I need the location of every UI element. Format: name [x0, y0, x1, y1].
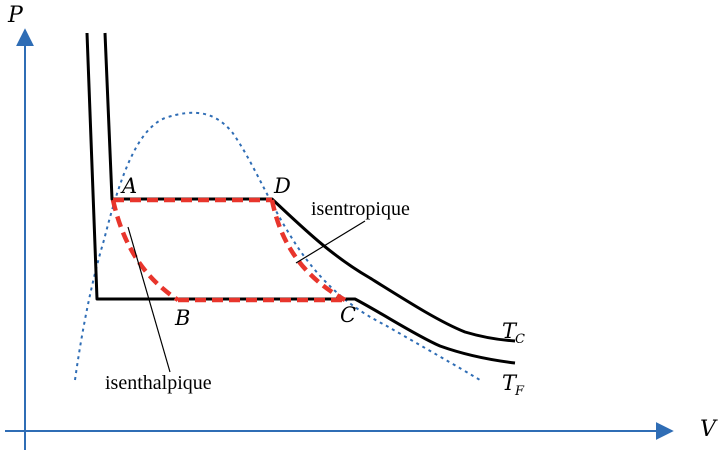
tf-label: T F — [502, 371, 525, 399]
cycle-isenthalpic-ab — [110, 199, 180, 302]
x-axis-label: V — [700, 417, 718, 442]
svg-text:C: C — [515, 332, 525, 347]
point-c-label: C — [340, 303, 356, 327]
isotherm-tc — [103, 32, 516, 343]
y-axis-label: P — [7, 3, 24, 28]
isentropique-leader — [295, 220, 366, 264]
isotherm-tf — [85, 32, 516, 365]
svg-text:T: T — [502, 319, 518, 343]
point-b-label: B — [174, 306, 190, 330]
isenthalpique-label: isenthalpique — [105, 372, 212, 394]
svg-text:F: F — [514, 384, 525, 399]
isentropique-label: isentropique — [311, 198, 410, 220]
cycle-isentropic-dc — [269, 199, 347, 302]
saturation-dome — [74, 111, 481, 381]
isenthalpique-leader — [127, 226, 171, 373]
point-d-label: D — [273, 174, 291, 198]
svg-text:T: T — [502, 371, 518, 395]
point-a-label: A — [120, 174, 137, 198]
tc-label: T C — [502, 319, 525, 347]
